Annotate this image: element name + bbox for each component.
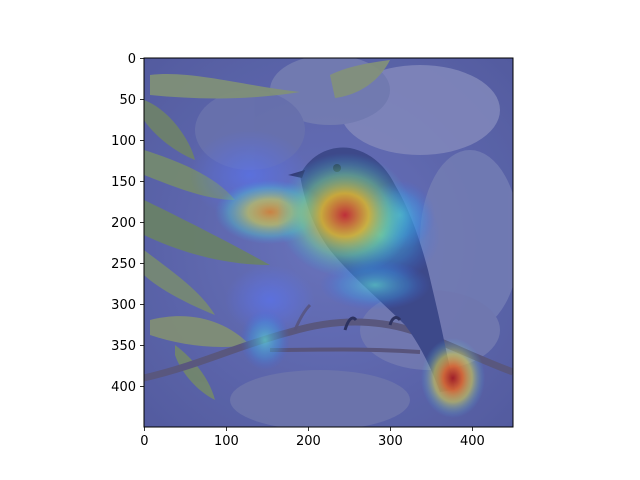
x-tick-label: 100 [214, 434, 239, 449]
x-tick-label: 400 [460, 434, 485, 449]
heatmap-image [144, 58, 513, 427]
x-axis: 0 100 200 300 400 [140, 427, 485, 449]
y-tick-label: 250 [111, 257, 136, 272]
x-tick-label: 300 [378, 434, 403, 449]
y-tick-label: 400 [111, 380, 136, 395]
y-tick-label: 100 [111, 134, 136, 149]
plot-frame [143, 57, 514, 428]
y-axis: 0 50 100 150 200 250 300 350 400 [111, 52, 144, 395]
y-tick-label: 300 [111, 298, 136, 313]
x-tick-label: 0 [140, 434, 148, 449]
y-tick-label: 350 [111, 339, 136, 354]
y-tick-label: 50 [119, 93, 136, 108]
y-tick-label: 200 [111, 216, 136, 231]
leaves [144, 60, 390, 400]
y-tick-label: 0 [128, 52, 136, 67]
attention-heatmap [190, 130, 485, 418]
x-tick-label: 200 [296, 434, 321, 449]
y-tick-label: 150 [111, 175, 136, 190]
